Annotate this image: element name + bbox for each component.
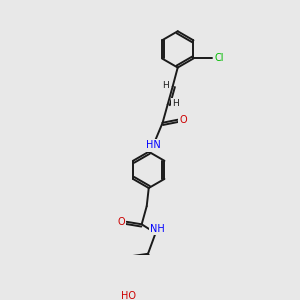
Text: O: O [117,217,125,227]
Text: O: O [179,115,187,125]
Text: H: H [162,81,169,90]
Text: HN: HN [146,140,161,150]
Text: NH: NH [150,224,165,234]
Text: HO: HO [121,291,136,300]
Text: Cl: Cl [214,53,224,64]
Text: H: H [172,99,178,108]
